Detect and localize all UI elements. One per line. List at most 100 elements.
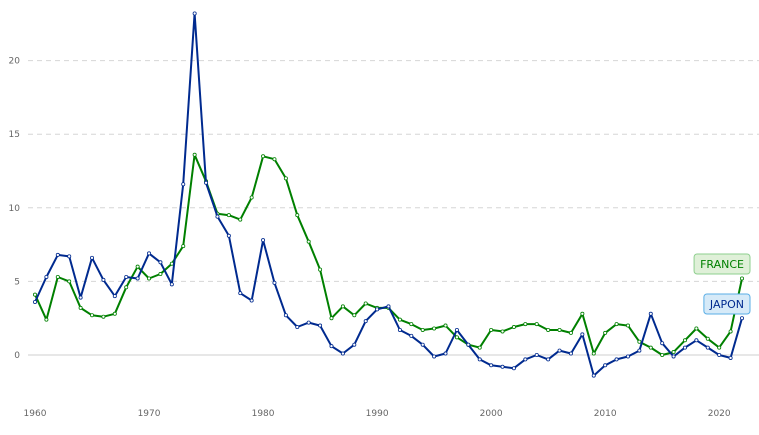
data-point	[614, 322, 619, 327]
data-point	[397, 317, 402, 322]
data-point	[135, 264, 140, 269]
data-point	[44, 274, 49, 279]
data-point	[249, 298, 254, 303]
data-point	[477, 345, 482, 350]
data-point	[55, 274, 60, 279]
y-tick-label: 0	[14, 351, 20, 361]
data-point	[306, 320, 311, 325]
data-point	[466, 342, 471, 347]
data-point	[318, 323, 323, 328]
data-point	[671, 350, 676, 355]
data-point	[534, 352, 539, 357]
data-point	[591, 373, 596, 378]
data-point	[318, 267, 323, 272]
data-point	[454, 335, 459, 340]
data-point	[112, 311, 117, 316]
data-point	[238, 291, 243, 296]
data-point	[135, 276, 140, 281]
series-tags: FRANCE JAPON	[693, 253, 751, 315]
data-point	[432, 354, 437, 359]
x-axis-labels: 1960 1970 1980 1990 2000 2010 2020	[24, 409, 731, 419]
data-point	[158, 260, 163, 265]
x-tick-label: 1960	[24, 409, 47, 419]
data-point	[637, 348, 642, 353]
data-point	[728, 355, 733, 360]
data-point	[660, 341, 665, 346]
data-point	[534, 322, 539, 327]
data-point	[169, 261, 174, 266]
series-tag-france: FRANCE	[693, 253, 751, 275]
grid-lines	[28, 60, 759, 282]
data-point	[648, 311, 653, 316]
data-point	[603, 330, 608, 335]
data-point	[477, 357, 482, 362]
data-point	[329, 344, 334, 349]
x-tick-label: 1990	[366, 409, 389, 419]
data-point	[55, 252, 60, 257]
data-point	[44, 317, 49, 322]
data-point	[181, 244, 186, 249]
data-point	[249, 195, 254, 200]
data-point	[375, 307, 380, 312]
data-point	[181, 182, 186, 187]
data-point	[272, 280, 277, 285]
series-tag-box	[703, 293, 751, 315]
data-point	[432, 326, 437, 331]
data-point	[625, 354, 630, 359]
data-point	[568, 351, 573, 356]
y-tick-label: 20	[9, 57, 21, 67]
data-point	[511, 366, 516, 371]
data-point	[580, 332, 585, 337]
data-point	[295, 325, 300, 330]
series-group	[33, 11, 745, 378]
data-point	[124, 274, 129, 279]
data-point	[728, 329, 733, 334]
data-point	[283, 176, 288, 181]
data-point	[682, 345, 687, 350]
data-point	[511, 325, 516, 330]
data-point	[67, 279, 72, 284]
y-tick-label: 5	[14, 277, 20, 287]
data-point	[717, 352, 722, 357]
data-point	[352, 342, 357, 347]
data-point	[147, 276, 152, 281]
x-tick-label: 1970	[138, 409, 161, 419]
data-point	[568, 330, 573, 335]
data-point	[272, 157, 277, 162]
data-point	[90, 313, 95, 318]
y-axis-labels: 0 5 10 15 20	[9, 57, 21, 361]
data-point	[705, 345, 710, 350]
data-point	[603, 363, 608, 368]
data-point	[306, 239, 311, 244]
data-point	[363, 301, 368, 306]
data-point	[557, 327, 562, 332]
data-point	[192, 11, 197, 16]
data-point	[409, 322, 414, 327]
data-point	[192, 152, 197, 157]
data-point	[261, 238, 266, 243]
x-tick-label: 2020	[708, 409, 731, 419]
data-point	[283, 313, 288, 318]
data-point	[420, 327, 425, 332]
data-point	[226, 213, 231, 218]
data-point	[169, 282, 174, 287]
data-point	[648, 345, 653, 350]
data-point	[409, 333, 414, 338]
data-point	[637, 339, 642, 344]
data-point	[78, 305, 83, 310]
series-france	[33, 152, 745, 357]
series-tag-label: FRANCE	[700, 258, 744, 271]
data-point	[124, 285, 129, 290]
data-point	[489, 327, 494, 332]
data-point	[33, 300, 38, 305]
data-point	[660, 352, 665, 357]
series-japon	[33, 11, 745, 378]
data-point	[215, 214, 220, 219]
series-line	[34, 153, 743, 356]
data-point	[204, 180, 209, 185]
series-tag-label: JAPON	[709, 298, 744, 311]
data-point	[523, 357, 528, 362]
data-point	[694, 326, 699, 331]
data-point	[546, 327, 551, 332]
